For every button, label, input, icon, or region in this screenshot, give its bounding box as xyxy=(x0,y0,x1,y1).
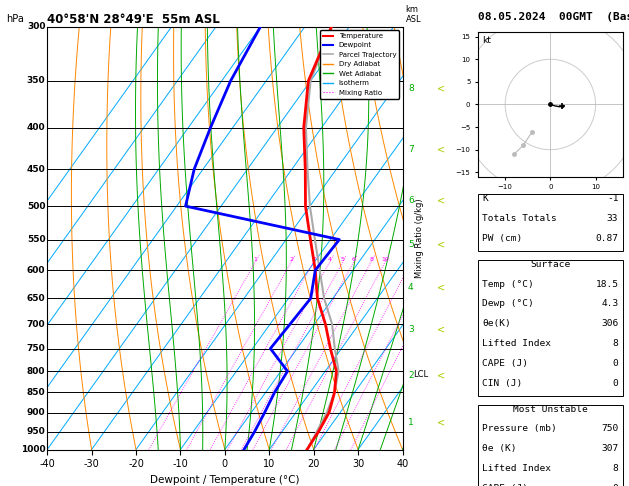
Text: 0: 0 xyxy=(613,359,618,368)
Text: θe (K): θe (K) xyxy=(482,444,517,453)
Text: 1: 1 xyxy=(408,417,414,427)
Text: Dewp (°C): Dewp (°C) xyxy=(482,299,534,309)
Text: <: < xyxy=(437,84,445,94)
Text: 307: 307 xyxy=(601,444,618,453)
Legend: Temperature, Dewpoint, Parcel Trajectory, Dry Adiabat, Wet Adiabat, Isotherm, Mi: Temperature, Dewpoint, Parcel Trajectory… xyxy=(320,30,399,99)
Bar xyxy=(478,260,623,396)
Text: Totals Totals: Totals Totals xyxy=(482,214,557,223)
Text: 5: 5 xyxy=(341,257,345,262)
Text: 2: 2 xyxy=(408,371,413,380)
Text: <: < xyxy=(437,195,445,206)
Text: 800: 800 xyxy=(27,366,45,376)
Text: Surface: Surface xyxy=(530,260,571,269)
Text: 750: 750 xyxy=(601,424,618,434)
Text: 1: 1 xyxy=(253,257,257,262)
Text: 600: 600 xyxy=(27,266,45,275)
Text: 7: 7 xyxy=(408,145,414,155)
Text: Lifted Index: Lifted Index xyxy=(482,339,552,348)
Text: 2: 2 xyxy=(289,257,293,262)
Text: 300: 300 xyxy=(27,22,45,31)
Text: PW (cm): PW (cm) xyxy=(482,234,523,243)
Text: CAPE (J): CAPE (J) xyxy=(482,484,528,486)
Text: θe(K): θe(K) xyxy=(482,319,511,329)
Text: 950: 950 xyxy=(26,427,45,436)
Text: 5: 5 xyxy=(408,240,414,249)
Text: 33: 33 xyxy=(607,214,618,223)
Text: 6: 6 xyxy=(352,257,355,262)
Text: 306: 306 xyxy=(601,319,618,329)
Text: 3: 3 xyxy=(408,325,414,334)
Text: <: < xyxy=(437,240,445,250)
Text: 6: 6 xyxy=(408,196,414,205)
Text: 8: 8 xyxy=(408,84,414,93)
Text: Most Unstable: Most Unstable xyxy=(513,404,587,414)
X-axis label: Dewpoint / Temperature (°C): Dewpoint / Temperature (°C) xyxy=(150,475,299,485)
Text: CAPE (J): CAPE (J) xyxy=(482,359,528,368)
Text: 1000: 1000 xyxy=(21,445,45,454)
Text: 40°58'N 28°49'E  55m ASL: 40°58'N 28°49'E 55m ASL xyxy=(47,13,220,26)
Text: km
ASL: km ASL xyxy=(406,5,421,24)
Text: <: < xyxy=(437,370,445,381)
Bar xyxy=(478,404,623,486)
Text: 550: 550 xyxy=(27,235,45,244)
Text: <: < xyxy=(437,145,445,155)
Text: CIN (J): CIN (J) xyxy=(482,379,523,388)
Text: <: < xyxy=(437,282,445,292)
Text: 0: 0 xyxy=(613,379,618,388)
Text: 650: 650 xyxy=(27,294,45,303)
Text: 10: 10 xyxy=(381,257,389,262)
Text: 4: 4 xyxy=(408,283,413,292)
Text: 700: 700 xyxy=(27,320,45,329)
Text: <: < xyxy=(437,417,445,427)
Text: <: < xyxy=(437,324,445,334)
Text: kt: kt xyxy=(482,36,491,46)
Text: 900: 900 xyxy=(27,408,45,417)
Text: 8: 8 xyxy=(369,257,373,262)
Text: 350: 350 xyxy=(27,76,45,86)
Text: LCL: LCL xyxy=(413,370,428,379)
Bar xyxy=(478,194,623,251)
Text: 3: 3 xyxy=(311,257,316,262)
Text: 8: 8 xyxy=(613,464,618,473)
Text: 500: 500 xyxy=(27,202,45,210)
Text: 0.87: 0.87 xyxy=(596,234,618,243)
Text: 08.05.2024  00GMT  (Base: 18): 08.05.2024 00GMT (Base: 18) xyxy=(478,12,629,22)
Text: 450: 450 xyxy=(26,165,45,174)
Text: 750: 750 xyxy=(26,344,45,353)
Text: 4: 4 xyxy=(328,257,332,262)
Text: 0: 0 xyxy=(613,484,618,486)
Text: Temp (°C): Temp (°C) xyxy=(482,279,534,289)
Text: 400: 400 xyxy=(27,123,45,132)
Text: Mixing Ratio (g/kg): Mixing Ratio (g/kg) xyxy=(415,198,424,278)
Text: 4.3: 4.3 xyxy=(601,299,618,309)
Text: K: K xyxy=(482,194,488,204)
Text: 18.5: 18.5 xyxy=(596,279,618,289)
Text: Pressure (mb): Pressure (mb) xyxy=(482,424,557,434)
Text: 8: 8 xyxy=(613,339,618,348)
Text: Lifted Index: Lifted Index xyxy=(482,464,552,473)
Text: 850: 850 xyxy=(27,388,45,397)
Text: hPa: hPa xyxy=(6,14,24,24)
Text: -1: -1 xyxy=(607,194,618,204)
